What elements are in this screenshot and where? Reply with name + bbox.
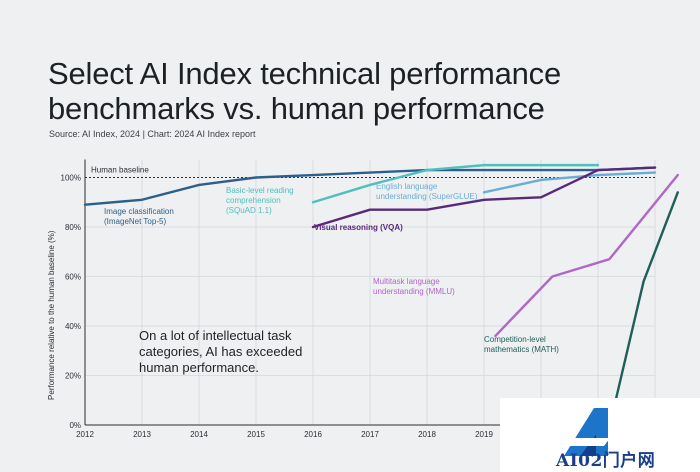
x-tick-label: 2015 — [247, 430, 265, 439]
series-label: English language understanding (SuperGLUE… — [376, 182, 478, 201]
x-tick-label: 2014 — [190, 430, 208, 439]
chart-title: Select AI Index technical performance be… — [48, 56, 562, 126]
series-label: Competition-level mathematics (MATH) — [484, 335, 559, 354]
series-label: Visual reasoning (VQA) — [314, 223, 403, 232]
series-line — [613, 191, 679, 404]
y-tick-label: 20% — [65, 372, 81, 381]
y-tick-label: 80% — [65, 223, 81, 232]
x-tick-label: 2018 — [418, 430, 436, 439]
series-label: Image classification (ImageNet Top-5) — [104, 207, 174, 226]
logo-icon — [560, 408, 610, 456]
series-labels: Image classification (ImageNet Top-5) Basi… — [104, 182, 559, 354]
x-tick-label: 2017 — [361, 430, 379, 439]
series-line — [83, 166, 657, 206]
watermark-text: AI02门户网 — [556, 451, 656, 471]
callout-line: human performance. — [139, 360, 259, 375]
callout-line: categories, AI has exceeded — [139, 344, 302, 359]
series-line — [494, 173, 679, 338]
series-group — [83, 163, 679, 404]
series-line — [311, 166, 657, 229]
human-baseline-label: Human baseline — [91, 166, 149, 175]
y-tick-label: 100% — [61, 174, 81, 183]
series-line — [311, 163, 600, 204]
y-tick-label: 40% — [65, 322, 81, 331]
series-label: Basic-level reading comprehension (SQuAD 1… — [226, 186, 294, 215]
callout-line: On a lot of intellectual task — [139, 328, 292, 343]
grid — [84, 159, 656, 425]
y-tick-label: 0% — [69, 421, 81, 430]
series-label: Multitask language understanding (MMLU) — [373, 277, 455, 296]
x-tick-label: 2016 — [304, 430, 322, 439]
callout-text: On a lot of intellectual taskcategories,… — [139, 328, 302, 375]
y-tick-label: 60% — [65, 273, 81, 282]
x-tick-label: 2012 — [76, 430, 94, 439]
x-tick-label: 2019 — [475, 430, 493, 439]
series-line — [482, 171, 657, 194]
chart-source: Source: AI Index, 2024 | Chart: 2024 AI … — [49, 129, 256, 139]
x-tick-label: 2013 — [133, 430, 151, 439]
watermark-logo: AI02门户网 — [500, 398, 700, 472]
y-axis-title: Performance relative to the human baseli… — [47, 230, 56, 400]
